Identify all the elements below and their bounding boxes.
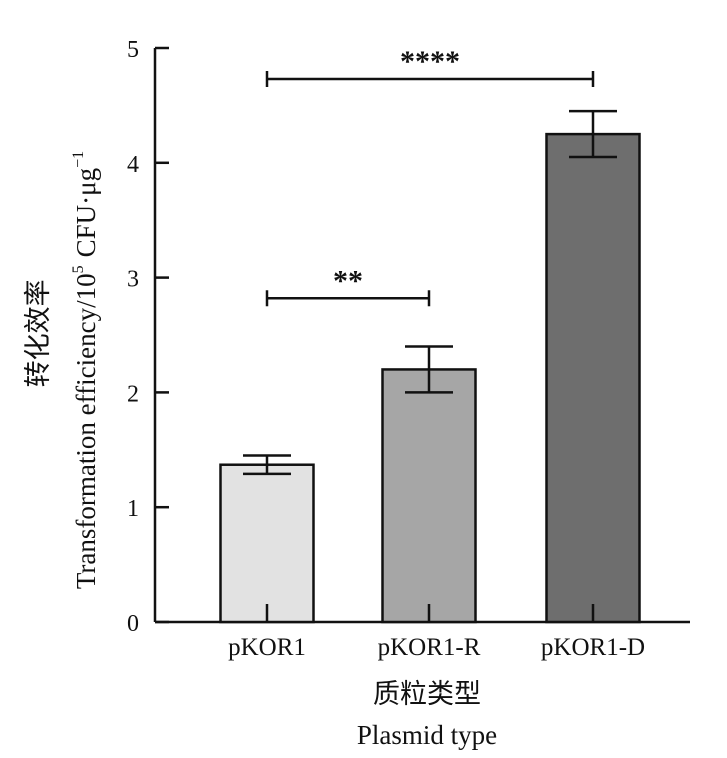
significance-label-1: ****	[400, 45, 460, 78]
significance-label-0: **	[333, 264, 363, 297]
y-axis-title: 转化效率 Transformation efficiency/105 CFU·μg…	[23, 151, 101, 589]
y-tick-label-2: 2	[127, 381, 139, 407]
x-axis-title-cn: 质粒类型	[373, 679, 481, 709]
y-tick-label-4: 4	[127, 152, 139, 178]
y-tick-label-5: 5	[127, 37, 139, 63]
y-axis-title-unit: CFU·μg	[71, 168, 101, 258]
y-tick-label-1: 1	[127, 496, 139, 522]
y-tick-label-3: 3	[127, 267, 139, 293]
bar-pKOR1-D	[545, 132, 641, 624]
bar-pKOR1-R	[381, 368, 477, 624]
y-axis-title-exp: 5	[70, 265, 87, 273]
y-axis-title-en: Transformation efficiency/10	[71, 273, 101, 589]
category-label-pKOR1-R: pKOR1-R	[378, 634, 481, 661]
y-axis-title-cn: 转化效率	[23, 279, 53, 387]
category-label-pKOR1-D: pKOR1-D	[541, 634, 645, 661]
bar-pKOR1	[219, 463, 315, 624]
y-tick-label-0: 0	[127, 611, 139, 637]
category-label-pKOR1: pKOR1	[228, 634, 306, 661]
y-axis-title-unit-exp: −1	[70, 151, 87, 168]
x-axis-title-en: Plasmid type	[357, 720, 497, 750]
